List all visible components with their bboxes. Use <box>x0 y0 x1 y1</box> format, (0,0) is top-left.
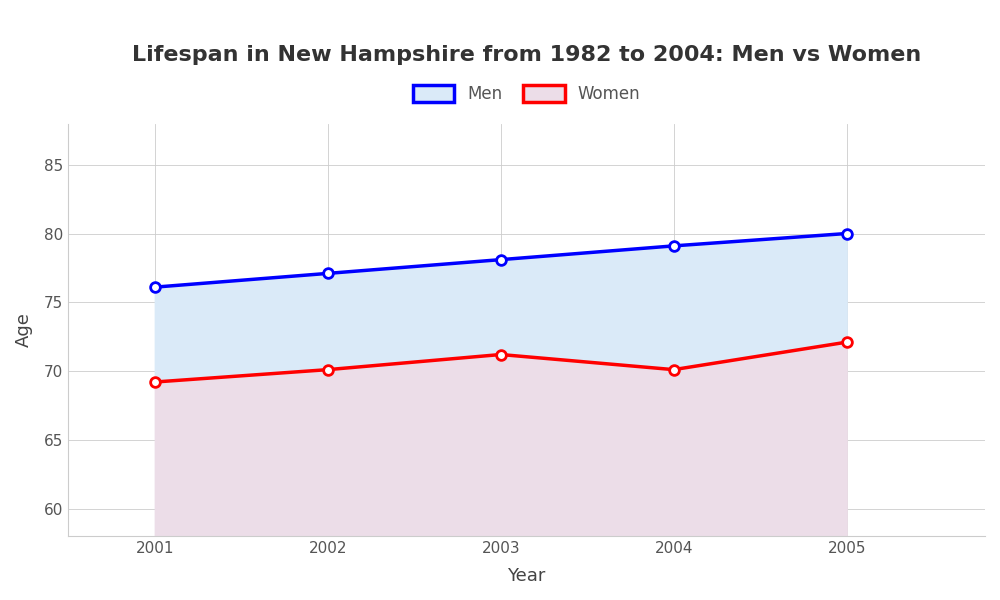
Title: Lifespan in New Hampshire from 1982 to 2004: Men vs Women: Lifespan in New Hampshire from 1982 to 2… <box>132 45 921 65</box>
Legend: Men, Women: Men, Women <box>406 78 647 110</box>
X-axis label: Year: Year <box>507 567 546 585</box>
Y-axis label: Age: Age <box>15 313 33 347</box>
